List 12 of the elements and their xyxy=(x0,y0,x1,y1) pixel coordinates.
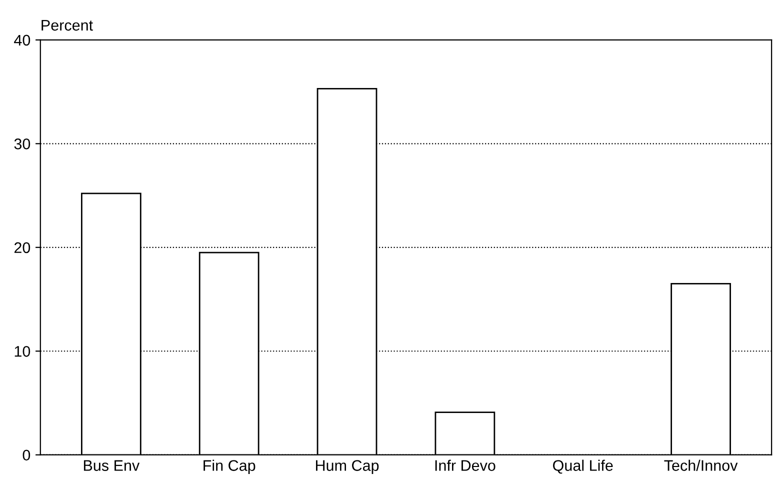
y-tick-label: 0 xyxy=(22,450,30,461)
y-tick-label: 20 xyxy=(14,242,30,254)
x-tick-label: Fin Cap xyxy=(204,460,256,474)
x-tick-label: Hum Cap xyxy=(316,460,379,474)
y-axis-title: Percent xyxy=(42,20,93,31)
y-tick-label: 30 xyxy=(14,138,30,150)
x-tick-label: Qual Life xyxy=(553,460,613,474)
x-tick-label: Bus Env xyxy=(84,460,140,471)
x-tick-label: Infr Devo xyxy=(435,460,496,471)
x-tick-label: Tech/Innov xyxy=(664,460,738,471)
y-tick-label: 10 xyxy=(14,346,30,357)
y-tick-label: 40 xyxy=(14,34,30,46)
